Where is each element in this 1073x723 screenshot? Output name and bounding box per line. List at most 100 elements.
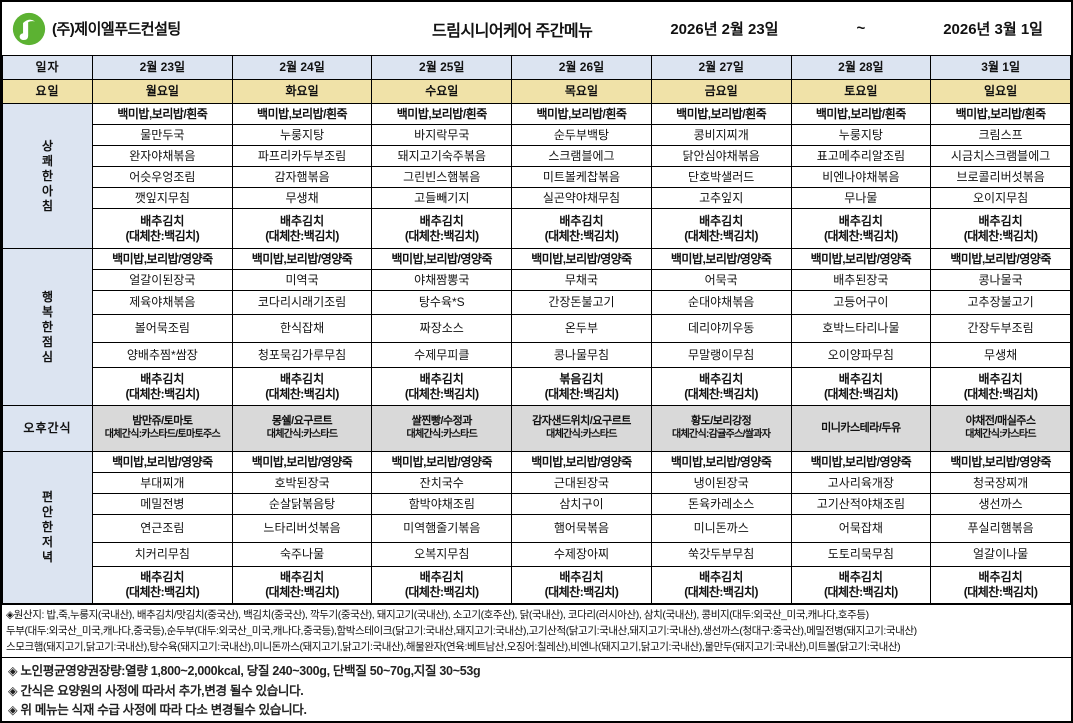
dish-cell-dinner: 얼갈이나물	[930, 542, 1071, 567]
snack-cell-day1: 밤만쥬/토마토 대체간식:카스타드/토마토주스	[92, 405, 233, 452]
brand: (주)제이엘푸드컨설팅	[12, 12, 312, 46]
dish-cell-dinner: 미니돈까스	[650, 514, 792, 543]
dish-cell-breakfast: 바지락무국	[371, 124, 513, 146]
kimchi-alternative: (대체찬:백김치)	[684, 386, 759, 401]
rice-cell-breakfast: 백미밥,보리밥/흰죽	[790, 103, 932, 125]
date-cell-day1: 2월 23일	[92, 55, 233, 80]
kimchi-cell-lunch: 배추김치 (대체찬:백김치)	[231, 367, 373, 406]
rice-cell-dinner: 백미밥,보리밥/영양죽	[650, 451, 792, 473]
dish-cell-dinner: 생선까스	[930, 493, 1071, 515]
rice-cell-dinner: 백미밥,보리밥/영양죽	[92, 451, 233, 473]
weekday-cell-day5: 금요일	[650, 79, 792, 104]
page-header: (주)제이엘푸드컨설팅 드림시니어케어 주간메뉴 2026년 2월 23일 ~ …	[2, 2, 1071, 55]
weekly-menu-table: 일자 2월 23일 2월 24일 2월 25일 2월 26일 2월 27일 2월 28일 3월…	[2, 55, 1071, 604]
origin-info-block: ◈원산지: 밥,죽,누룽지(국내산), 배추김치/맛김치(중국산), 백김치(중…	[2, 604, 1071, 657]
snack-cell-day2: 몽쉘/요구르트 대체간식:카스타드	[231, 405, 373, 452]
dish-cell-breakfast: 단호박샐러드	[650, 166, 792, 188]
rice-cell-breakfast: 백미밥,보리밥/흰죽	[371, 103, 513, 125]
rice-cell-dinner: 백미밥,보리밥/영양죽	[511, 451, 652, 473]
snack-cell-day7: 야채전/매실주스 대체간식:카스타드	[930, 405, 1071, 452]
kimchi-name: 배추김치	[140, 570, 185, 584]
dish-cell-lunch: 콩나물무침	[511, 342, 652, 368]
kimchi-alternative: (대체찬:백김치)	[684, 585, 759, 599]
dish-cell-dinner: 고기산적야채조림	[790, 493, 932, 515]
kimchi-alternative: (대체찬:백김치)	[824, 585, 898, 599]
dish-cell-breakfast: 크림스프	[930, 124, 1071, 146]
kimchi-name: 배추김치	[279, 570, 325, 584]
dish-cell-breakfast: 완자야채볶음	[92, 145, 233, 167]
notes-block: ◈ 노인평균영양권장량:열량 1,800~2,000kcal, 당질 240~3…	[2, 657, 1071, 723]
dish-cell-lunch: 배추된장국	[790, 269, 932, 291]
kimchi-alternative: (대체찬:백김치)	[963, 228, 1038, 243]
date-cell-day2: 2월 24일	[231, 55, 373, 80]
date-row-label: 일자	[2, 55, 93, 80]
snack-alternative: 대체간식:카스타드	[965, 429, 1036, 441]
dish-cell-lunch: 오이양파무침	[790, 342, 932, 368]
rice-cell-lunch: 백미밥,보리밥/영양죽	[231, 248, 373, 270]
rice-cell-dinner: 백미밥,보리밥/영양죽	[231, 451, 373, 473]
kimchi-cell-dinner: 배추김치 (대체찬:백김치)	[790, 566, 932, 604]
dish-cell-breakfast: 돼지고기숙주볶음	[371, 145, 513, 167]
dish-cell-dinner: 냉이된장국	[650, 472, 792, 494]
dish-cell-breakfast: 브로콜리버섯볶음	[930, 166, 1071, 188]
snack-change-note: ◈ 간식은 요양원의 사정에 따라서 추가,변경 될수 있습니다.	[8, 683, 304, 698]
kimchi-alternative: (대체찬:백김치)	[125, 585, 200, 599]
kimchi-name: 배추김치	[699, 213, 744, 228]
kimchi-alternative: (대체찬:백김치)	[544, 585, 619, 599]
dish-cell-lunch: 야채짬뽕국	[371, 269, 513, 291]
kimchi-alternative: (대체찬:백김치)	[824, 228, 898, 243]
kimchi-cell-breakfast: 배추김치 (대체찬:백김치)	[790, 208, 932, 249]
kimchi-cell-lunch: 배추김치 (대체찬:백김치)	[92, 367, 233, 406]
dish-cell-lunch: 어묵국	[650, 269, 792, 291]
dish-cell-lunch: 양배추찜*쌈장	[92, 342, 233, 368]
kimchi-cell-lunch: 볶음김치 (대체찬:백김치)	[511, 367, 652, 406]
kimchi-cell-breakfast: 배추김치 (대체찬:백김치)	[930, 208, 1071, 249]
kimchi-name: 배추김치	[419, 570, 464, 584]
rice-cell-breakfast: 백미밥,보리밥/흰죽	[650, 103, 792, 125]
dish-cell-dinner: 숙주나물	[231, 542, 373, 567]
weekday-cell-day6: 토요일	[790, 79, 932, 104]
kimchi-name: 배추김치	[559, 570, 604, 584]
snack-alternative: 대체간식:카스타드	[406, 429, 478, 441]
dish-cell-breakfast: 고들빼기지	[371, 187, 513, 209]
dish-cell-breakfast: 비엔나야채볶음	[790, 166, 932, 188]
dish-cell-dinner: 쑥갓두부무침	[650, 542, 792, 567]
kimchi-cell-dinner: 배추김치 (대체찬:백김치)	[231, 566, 373, 604]
dish-cell-breakfast: 무생채	[231, 187, 373, 209]
origin-line: 두부(대두:외국산_미국,캐나다,중국등),순두부(대두:외국산_미국,캐나다,…	[6, 624, 917, 637]
dish-cell-lunch: 순대야채볶음	[650, 290, 792, 315]
date-cell-day5: 2월 27일	[650, 55, 792, 80]
dish-cell-lunch: 짜장소스	[371, 314, 513, 343]
rice-cell-breakfast: 백미밥,보리밥/흰죽	[930, 103, 1071, 125]
dish-cell-breakfast: 콩비지찌개	[650, 124, 792, 146]
dish-cell-dinner: 미역햄줄기볶음	[371, 514, 513, 543]
kimchi-cell-breakfast: 배추김치 (대체찬:백김치)	[511, 208, 652, 249]
snack-item: 야채전/매실주스	[965, 415, 1036, 428]
rice-cell-breakfast: 백미밥,보리밥/흰죽	[231, 103, 373, 125]
dish-cell-dinner: 함박야채조림	[371, 493, 513, 515]
kimchi-name: 배추김치	[279, 371, 325, 386]
dish-cell-dinner: 고사리육개장	[790, 472, 932, 494]
day-row-label: 요일	[2, 79, 93, 104]
dish-cell-lunch: 탕수육*S	[371, 290, 513, 315]
dish-cell-dinner: 잔치국수	[371, 472, 513, 494]
section-label-snack: 오후간식	[2, 405, 93, 452]
kimchi-cell-dinner: 배추김치 (대체찬:백김치)	[371, 566, 513, 604]
dish-cell-lunch: 데리야끼우동	[650, 314, 792, 343]
dish-cell-breakfast: 시금치스크램블에그	[930, 145, 1071, 167]
kimchi-alternative: (대체찬:백김치)	[125, 228, 200, 243]
dish-cell-breakfast: 감자햄볶음	[231, 166, 373, 188]
date-cell-day4: 2월 26일	[511, 55, 652, 80]
dish-cell-breakfast: 깻잎지무침	[92, 187, 233, 209]
kimchi-cell-breakfast: 배추김치 (대체찬:백김치)	[371, 208, 513, 249]
snack-alternative: 대체간식:감귤주스/쌀과자	[672, 429, 771, 441]
dish-cell-dinner: 순살닭볶음탕	[231, 493, 373, 515]
kimchi-alternative: (대체찬:백김치)	[824, 386, 898, 401]
kimchi-cell-lunch: 배추김치 (대체찬:백김치)	[930, 367, 1071, 406]
kimchi-alternative: (대체찬:백김치)	[684, 228, 759, 243]
snack-cell-day4: 감자샌드위치/요구르트 대체간식:카스타드	[511, 405, 652, 452]
snack-item: 쌀찐빵/수정과	[411, 415, 473, 428]
dish-cell-lunch: 얼갈이된장국	[92, 269, 233, 291]
dish-cell-breakfast: 순두부백탕	[511, 124, 652, 146]
rice-cell-lunch: 백미밥,보리밥/영양죽	[790, 248, 932, 270]
